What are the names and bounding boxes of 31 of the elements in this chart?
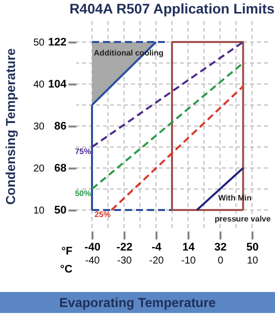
x-tick-label: -40 bbox=[84, 242, 100, 254]
y-tick-label: 50 bbox=[54, 204, 66, 216]
x-axis-title: Evaporating Temperature bbox=[0, 292, 275, 313]
x2-tick-label: -40 bbox=[85, 256, 100, 266]
y2-tick-label: 20 bbox=[33, 164, 45, 174]
x-tick-label: 14 bbox=[182, 242, 196, 254]
x-tick-label: -22 bbox=[116, 242, 132, 254]
series-label: 25% bbox=[94, 210, 111, 219]
y2-tick-label: 30 bbox=[33, 122, 45, 132]
series-label: 75% bbox=[74, 147, 91, 156]
y-tick-label: 68 bbox=[54, 162, 66, 174]
x-tick-label: 32 bbox=[214, 242, 227, 254]
y-tick-label: 86 bbox=[54, 120, 66, 132]
series-label: 50% bbox=[74, 189, 91, 198]
y2-tick-label: 40 bbox=[33, 80, 45, 90]
y-tick-label: 122 bbox=[48, 36, 66, 48]
x-tick-label: -4 bbox=[152, 242, 162, 254]
x2-tick-label: 0 bbox=[218, 256, 224, 266]
y2-tick-label: 50 bbox=[33, 38, 45, 48]
text: °F bbox=[61, 246, 73, 258]
x2-tick-label: -20 bbox=[149, 256, 164, 266]
y2-axis-title: Condensing Temperature bbox=[3, 48, 18, 205]
annotation: pressure valve bbox=[214, 214, 272, 224]
y-tick-label: 104 bbox=[48, 78, 68, 90]
y2-tick-label: 10 bbox=[33, 206, 45, 216]
x2-tick-label: -30 bbox=[117, 256, 132, 266]
x-tick-label: 50 bbox=[246, 242, 259, 254]
chart-title: R404A R507 Application Limits bbox=[69, 0, 275, 16]
text: °C bbox=[60, 264, 73, 276]
x2-tick-label: 10 bbox=[246, 256, 258, 266]
x2-tick-label: -10 bbox=[181, 256, 196, 266]
